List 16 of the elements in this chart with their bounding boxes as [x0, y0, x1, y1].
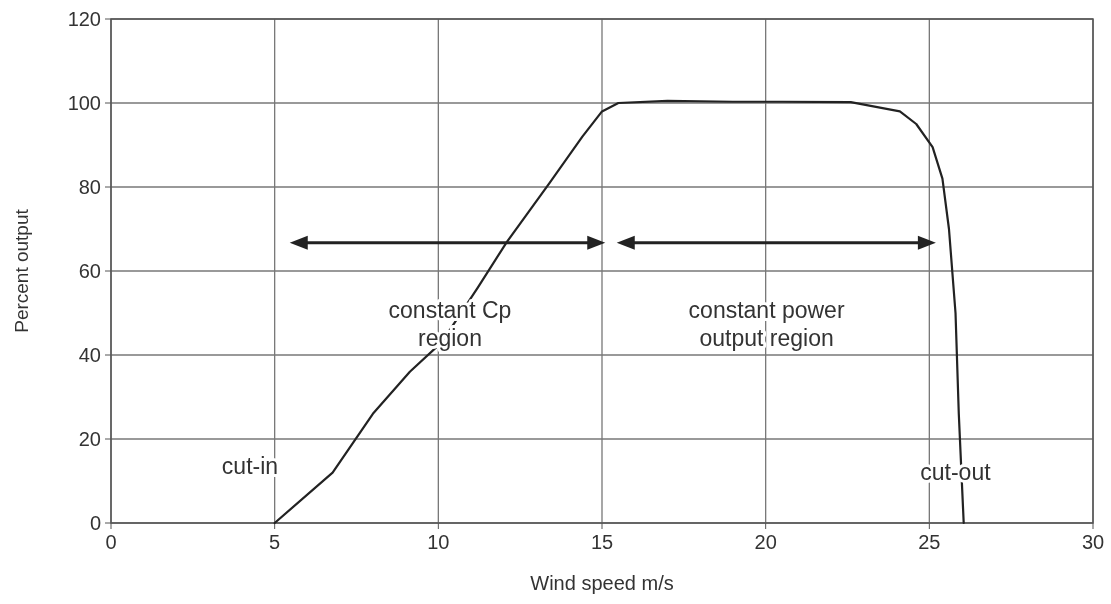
x-tick-label: 10: [427, 531, 450, 553]
x-axis-title: Wind speed m/s: [530, 572, 674, 594]
y-tick-label: 120: [67, 8, 101, 30]
y-tick-label: 80: [78, 176, 101, 198]
y-tick-label: 20: [78, 428, 101, 450]
x-tick-label: 20: [754, 531, 777, 553]
y-tick-label: 40: [78, 344, 101, 366]
x-tick-label: 30: [1081, 531, 1105, 553]
x-tick-label: 25: [918, 531, 941, 553]
y-tick-label: 60: [78, 260, 101, 282]
x-tick-label: 5: [269, 531, 281, 553]
y-axis-title: Percent output: [11, 208, 32, 333]
x-tick-label: 0: [105, 531, 117, 553]
x-tick-label: 15: [590, 531, 614, 553]
y-tick-label: 0: [89, 512, 101, 534]
y-tick-label: 100: [67, 92, 101, 114]
